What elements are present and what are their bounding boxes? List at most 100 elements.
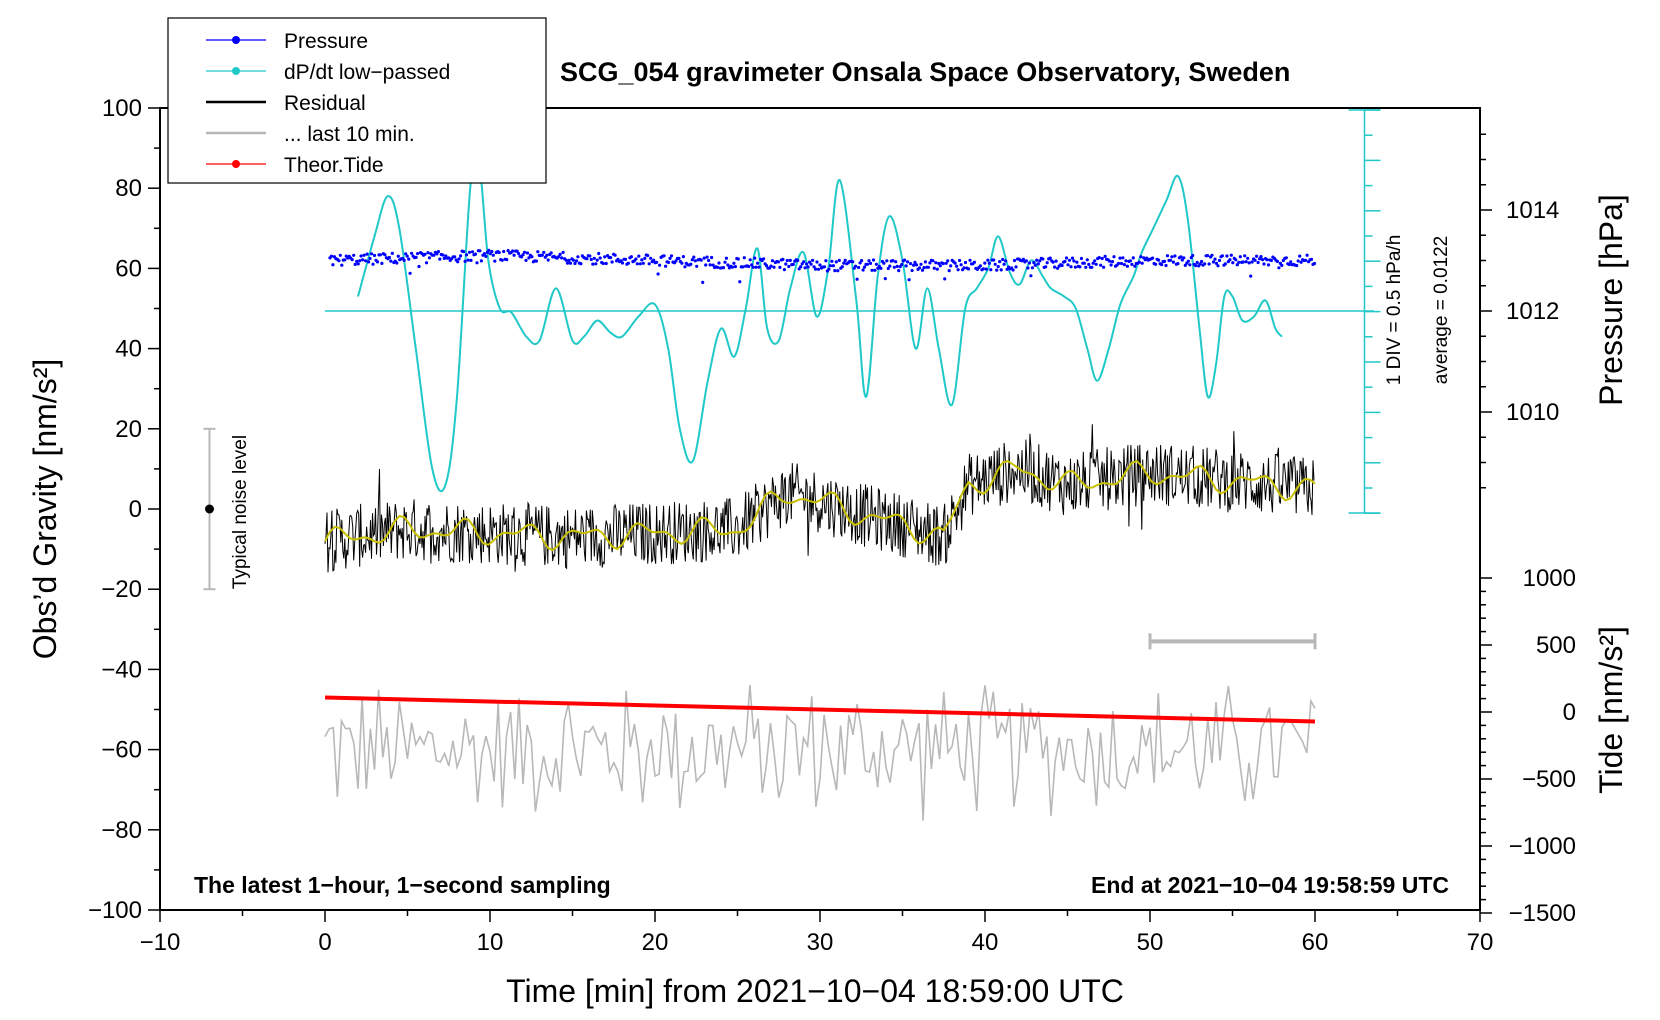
pressure-point: [662, 254, 666, 258]
pressure-point: [1097, 256, 1101, 260]
pressure-point: [356, 262, 360, 266]
pressure-point: [862, 265, 867, 269]
pressure-point: [1002, 262, 1006, 266]
plot-frame: [159, 107, 1481, 911]
pressure-point: [920, 268, 925, 272]
pressure-point: [1094, 262, 1098, 266]
x-tick-label: 60: [1302, 929, 1329, 956]
pressure-point: [1100, 256, 1104, 261]
pressure-point: [424, 261, 429, 265]
pressure-point: [361, 258, 365, 262]
pressure-point: [1093, 259, 1097, 263]
pressure-point: [358, 259, 362, 263]
pressure-point: [656, 272, 660, 276]
y-tick-label: −20: [101, 576, 142, 603]
pressure-point: [1191, 253, 1195, 258]
pressure-point: [427, 256, 431, 260]
pressure-point: [762, 257, 766, 261]
pressure-point: [1235, 263, 1239, 267]
pressure-point: [903, 258, 907, 262]
pressure-point: [524, 258, 528, 262]
pressure-point: [609, 256, 613, 260]
pressure-point: [540, 253, 544, 257]
pressure-point: [882, 261, 886, 265]
pressure-point: [972, 260, 977, 264]
pressure-point: [871, 258, 876, 262]
pressure-point: [917, 266, 922, 270]
pressure-point: [730, 265, 735, 269]
y-axis-label-right-pressure: Pressure [hPa]: [1593, 194, 1629, 406]
pressure-point: [395, 261, 399, 265]
pressure-point: [426, 251, 430, 255]
pressure-point: [1103, 254, 1107, 258]
pressure-point: [754, 265, 758, 269]
pressure-point: [613, 253, 617, 257]
pressure-point: [968, 258, 972, 262]
pressure-point: [1231, 261, 1235, 265]
pressure-point: [475, 261, 479, 265]
y-tick-label: 80: [115, 175, 142, 202]
pressure-point: [571, 258, 576, 262]
pressure-point: [843, 258, 847, 262]
legend-box: [167, 17, 547, 184]
pressure-point: [736, 257, 740, 261]
pressure-point: [567, 258, 571, 262]
pressure-point: [840, 265, 844, 269]
pressure-point: [1200, 259, 1204, 264]
pressure-point: [999, 268, 1003, 272]
pressure-point: [1099, 263, 1103, 267]
pressure-point: [959, 263, 963, 267]
pressure-point: [1188, 263, 1192, 267]
pressure-point: [932, 266, 936, 270]
pressure-point: [1275, 259, 1279, 264]
pressure-point: [1280, 263, 1284, 267]
pressure-point: [886, 266, 890, 271]
legend-label: Residual: [284, 92, 366, 115]
pressure-point: [1168, 258, 1173, 262]
pressure-point: [1044, 265, 1048, 269]
pressure-point: [585, 257, 589, 261]
series-layer: [203, 149, 1317, 821]
pressure-point: [949, 264, 953, 268]
pressure-point: [1229, 253, 1233, 257]
y-tick-label: 20: [115, 416, 142, 443]
pressure-point: [542, 250, 546, 254]
pressure-point: [1253, 258, 1257, 262]
pressure-point: [669, 254, 674, 258]
x-tick-label: 30: [807, 929, 834, 956]
pressure-point: [423, 252, 427, 256]
pressure-point: [546, 258, 550, 262]
pressure-point: [1312, 261, 1317, 266]
pressure-point: [638, 262, 642, 266]
legend-marker: [232, 160, 240, 168]
pressure-point: [369, 252, 374, 256]
pressure-point: [1119, 261, 1124, 266]
pressure-point: [1179, 255, 1183, 259]
y-tick-label: 40: [115, 336, 142, 363]
pressure-point: [626, 261, 631, 265]
pressure-point: [894, 260, 898, 264]
pressure-point: [891, 259, 895, 263]
pressure-point: [402, 258, 406, 262]
pressure-point: [958, 258, 962, 263]
pressure-point: [1014, 265, 1018, 269]
pressure-point: [338, 253, 342, 257]
pressure-point: [721, 266, 726, 270]
pressure-point: [1121, 256, 1125, 260]
pressure-point: [738, 280, 742, 284]
pressure-point: [1162, 259, 1167, 263]
pressure-point: [1131, 256, 1135, 260]
pressure-point: [1073, 265, 1077, 269]
pressure-point: [1053, 265, 1057, 269]
pressure-point: [1011, 268, 1015, 272]
pressure-point: [833, 269, 837, 273]
pressure-point: [530, 255, 534, 259]
pressure-point: [1299, 260, 1303, 264]
pressure-point: [561, 250, 565, 254]
pressure-point: [812, 265, 816, 269]
legend-marker: [232, 36, 240, 44]
pressure-point: [828, 264, 833, 268]
pressure-point: [788, 258, 792, 262]
pressure-point: [769, 264, 773, 268]
